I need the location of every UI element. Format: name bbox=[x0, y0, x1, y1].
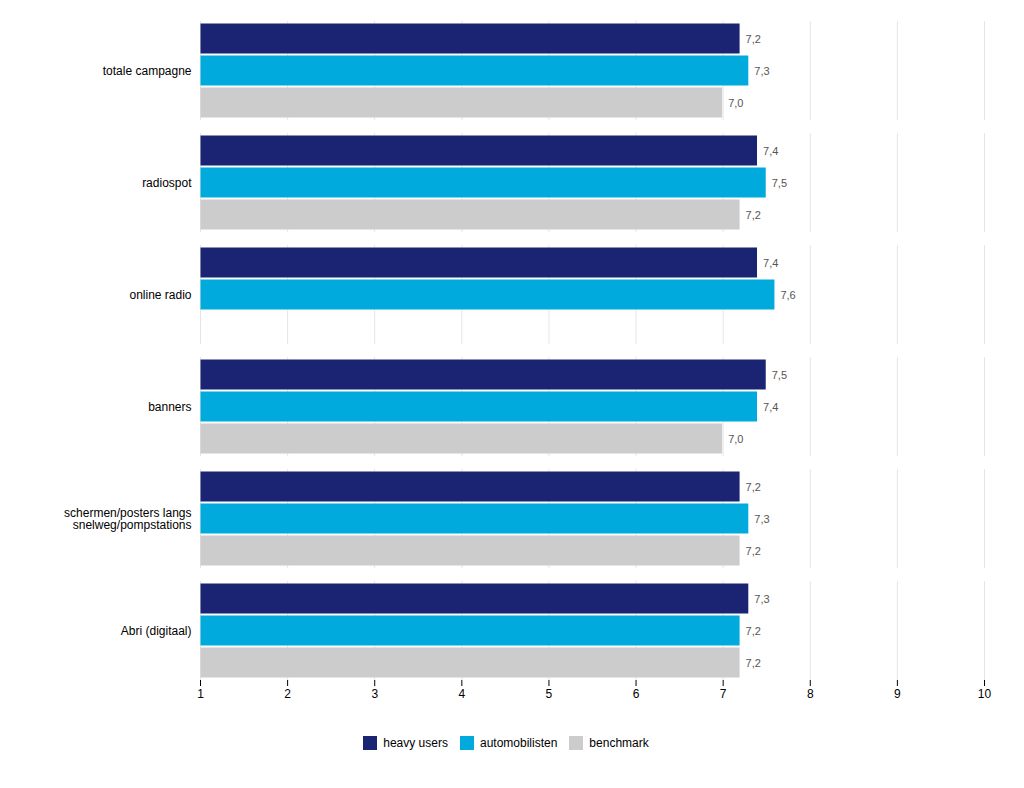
svg-text:7,4: 7,4 bbox=[763, 401, 778, 413]
svg-text:7,4: 7,4 bbox=[763, 145, 778, 157]
svg-text:7,2: 7,2 bbox=[746, 209, 761, 221]
svg-text:7,5: 7,5 bbox=[772, 177, 787, 189]
svg-text:7,2: 7,2 bbox=[746, 33, 761, 45]
svg-text:Abri (digitaal): Abri (digitaal) bbox=[121, 624, 192, 638]
svg-text:3: 3 bbox=[371, 687, 378, 701]
svg-text:7,3: 7,3 bbox=[754, 513, 769, 525]
svg-text:7,2: 7,2 bbox=[746, 481, 761, 493]
svg-text:online radio: online radio bbox=[129, 288, 191, 302]
svg-text:totale campagne: totale campagne bbox=[103, 64, 192, 78]
svg-text:7,0: 7,0 bbox=[728, 433, 743, 445]
svg-text:4: 4 bbox=[458, 687, 465, 701]
svg-text:7,3: 7,3 bbox=[754, 65, 769, 77]
svg-text:7,0: 7,0 bbox=[728, 97, 743, 109]
svg-text:2: 2 bbox=[284, 687, 291, 701]
html-text:automobilisten: automobilisten bbox=[480, 735, 558, 750]
svg-text:7: 7 bbox=[720, 687, 727, 701]
svg-text:9: 9 bbox=[894, 687, 901, 701]
svg-text:1: 1 bbox=[197, 687, 204, 701]
html-text:heavy users: heavy users bbox=[383, 735, 448, 750]
svg-text:7,2: 7,2 bbox=[746, 545, 761, 557]
svg-text:5: 5 bbox=[546, 687, 553, 701]
svg-text:banners: banners bbox=[148, 400, 191, 414]
svg-text:6: 6 bbox=[633, 687, 640, 701]
svg-text:7,4: 7,4 bbox=[763, 257, 778, 269]
html-text:benchmark: benchmark bbox=[589, 735, 649, 750]
svg-text:7,6: 7,6 bbox=[780, 289, 795, 301]
svg-text:8: 8 bbox=[807, 687, 814, 701]
svg-text:7,5: 7,5 bbox=[772, 369, 787, 381]
svg-text:7,3: 7,3 bbox=[754, 593, 769, 605]
svg-text:10: 10 bbox=[978, 687, 992, 701]
svg-text:radiospot: radiospot bbox=[142, 176, 192, 190]
svg-text:schermen/posters langssnelweg/: schermen/posters langssnelweg/pompstatio… bbox=[64, 506, 191, 532]
svg-text:7,2: 7,2 bbox=[746, 657, 761, 669]
svg-text:7,2: 7,2 bbox=[746, 625, 761, 637]
